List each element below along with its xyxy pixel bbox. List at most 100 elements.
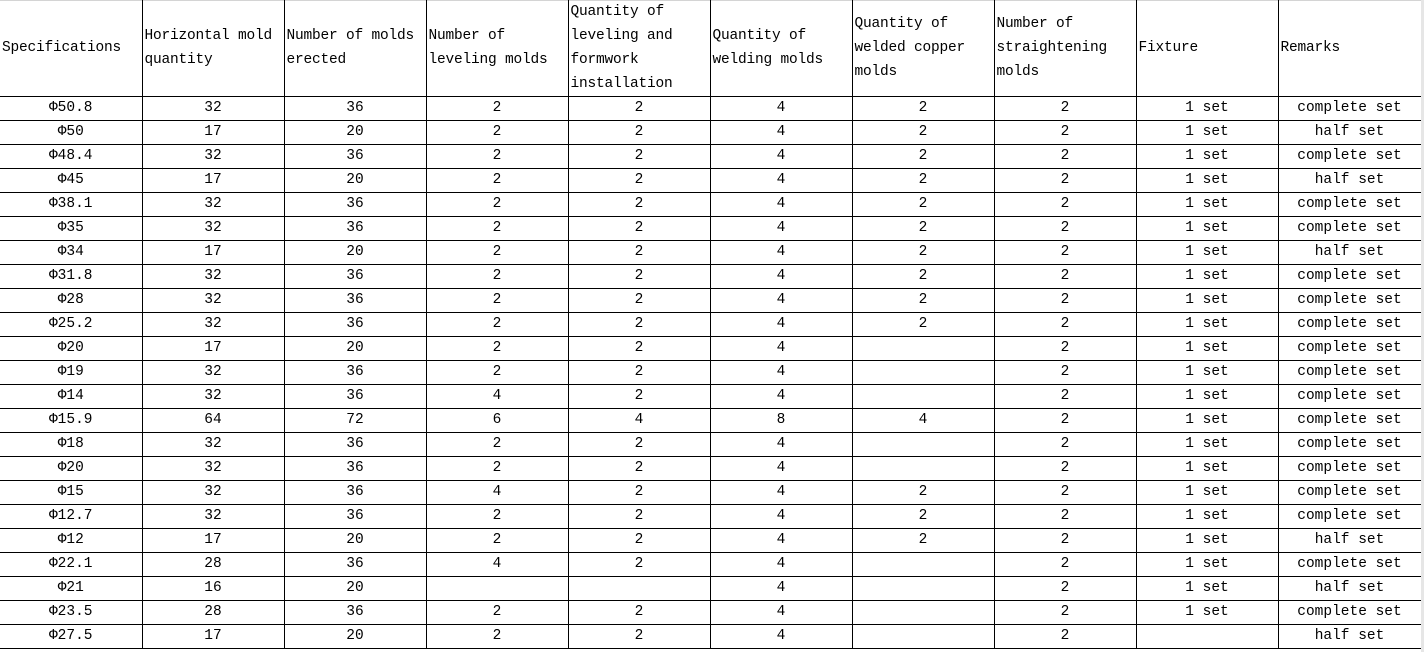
cell-welded-copper-molds[interactable] [851, 552, 995, 577]
cell-leveling-molds[interactable]: 2 [425, 192, 569, 217]
cell-leveling-formwork-installation[interactable]: 2 [567, 456, 711, 481]
cell-horizontal-mold-quantity[interactable]: 32 [141, 312, 285, 337]
cell-welded-copper-molds[interactable]: 4 [851, 408, 995, 433]
cell-molds-erected[interactable]: 36 [283, 504, 427, 529]
cell-remarks[interactable]: complete set [1277, 216, 1422, 241]
cell-leveling-formwork-installation[interactable]: 2 [567, 432, 711, 457]
cell-leveling-molds[interactable]: 2 [425, 120, 569, 145]
cell-welded-copper-molds[interactable]: 2 [851, 264, 995, 289]
cell-fixture[interactable]: 1 set [1135, 168, 1279, 193]
cell-straightening-molds[interactable]: 2 [993, 456, 1137, 481]
cell-remarks[interactable]: complete set [1277, 552, 1422, 577]
cell-welded-copper-molds[interactable]: 2 [851, 504, 995, 529]
cell-remarks[interactable]: complete set [1277, 192, 1422, 217]
cell-remarks[interactable]: complete set [1277, 432, 1422, 457]
cell-straightening-molds[interactable]: 2 [993, 384, 1137, 409]
cell-leveling-formwork-installation[interactable]: 2 [567, 192, 711, 217]
cell-molds-erected[interactable]: 36 [283, 312, 427, 337]
cell-horizontal-mold-quantity[interactable]: 32 [141, 504, 285, 529]
cell-leveling-molds[interactable]: 2 [425, 432, 569, 457]
cell-straightening-molds[interactable]: 2 [993, 240, 1137, 265]
cell-leveling-formwork-installation[interactable]: 2 [567, 624, 711, 649]
cell-horizontal-mold-quantity[interactable]: 32 [141, 192, 285, 217]
cell-specification[interactable]: Φ48.4 [0, 144, 143, 169]
cell-leveling-molds[interactable]: 2 [425, 312, 569, 337]
cell-welded-copper-molds[interactable] [851, 576, 995, 601]
cell-leveling-formwork-installation[interactable]: 2 [567, 312, 711, 337]
cell-welded-copper-molds[interactable]: 2 [851, 168, 995, 193]
cell-molds-erected[interactable]: 36 [283, 216, 427, 241]
cell-remarks[interactable]: complete set [1277, 312, 1422, 337]
cell-fixture[interactable]: 1 set [1135, 504, 1279, 529]
cell-welding-molds[interactable]: 4 [709, 528, 853, 553]
cell-straightening-molds[interactable]: 2 [993, 120, 1137, 145]
column-header-fixture[interactable]: Fixture [1135, 0, 1279, 97]
cell-fixture[interactable] [1135, 624, 1279, 649]
cell-specification[interactable]: Φ20 [0, 456, 143, 481]
column-header-leveling-molds[interactable]: Number of leveling molds [425, 0, 569, 97]
column-header-remarks[interactable]: Remarks [1277, 0, 1422, 97]
cell-leveling-molds[interactable] [425, 576, 569, 601]
column-header-straightening-molds[interactable]: Number of straightening molds [993, 0, 1137, 97]
cell-remarks[interactable]: complete set [1277, 96, 1422, 121]
cell-horizontal-mold-quantity[interactable]: 32 [141, 144, 285, 169]
cell-molds-erected[interactable]: 20 [283, 576, 427, 601]
cell-specification[interactable]: Φ21 [0, 576, 143, 601]
cell-welding-molds[interactable]: 4 [709, 144, 853, 169]
cell-remarks[interactable]: complete set [1277, 336, 1422, 361]
cell-horizontal-mold-quantity[interactable]: 32 [141, 264, 285, 289]
cell-molds-erected[interactable]: 20 [283, 528, 427, 553]
cell-leveling-formwork-installation[interactable]: 2 [567, 240, 711, 265]
cell-fixture[interactable]: 1 set [1135, 120, 1279, 145]
cell-specification[interactable]: Φ19 [0, 360, 143, 385]
cell-welded-copper-molds[interactable]: 2 [851, 144, 995, 169]
cell-leveling-formwork-installation[interactable]: 4 [567, 408, 711, 433]
cell-molds-erected[interactable]: 20 [283, 240, 427, 265]
cell-welding-molds[interactable]: 4 [709, 504, 853, 529]
column-header-molds-erected[interactable]: Number of molds erected [283, 0, 427, 97]
cell-welding-molds[interactable]: 4 [709, 168, 853, 193]
cell-leveling-molds[interactable]: 2 [425, 288, 569, 313]
cell-straightening-molds[interactable]: 2 [993, 96, 1137, 121]
cell-fixture[interactable]: 1 set [1135, 456, 1279, 481]
cell-specification[interactable]: Φ45 [0, 168, 143, 193]
cell-leveling-formwork-installation[interactable]: 2 [567, 96, 711, 121]
cell-straightening-molds[interactable]: 2 [993, 336, 1137, 361]
cell-molds-erected[interactable]: 36 [283, 144, 427, 169]
cell-specification[interactable]: Φ38.1 [0, 192, 143, 217]
cell-horizontal-mold-quantity[interactable]: 64 [141, 408, 285, 433]
cell-welding-molds[interactable]: 4 [709, 312, 853, 337]
cell-specification[interactable]: Φ50.8 [0, 96, 143, 121]
cell-horizontal-mold-quantity[interactable]: 17 [141, 528, 285, 553]
cell-leveling-molds[interactable]: 2 [425, 528, 569, 553]
cell-welding-molds[interactable]: 4 [709, 432, 853, 457]
cell-straightening-molds[interactable]: 2 [993, 216, 1137, 241]
cell-molds-erected[interactable]: 36 [283, 384, 427, 409]
cell-molds-erected[interactable]: 36 [283, 456, 427, 481]
column-header-welded-copper-molds[interactable]: Quantity of welded copper molds [851, 0, 995, 97]
cell-horizontal-mold-quantity[interactable]: 17 [141, 336, 285, 361]
cell-specification[interactable]: Φ15 [0, 480, 143, 505]
cell-leveling-molds[interactable]: 2 [425, 360, 569, 385]
cell-welded-copper-molds[interactable] [851, 360, 995, 385]
cell-leveling-formwork-installation[interactable]: 2 [567, 480, 711, 505]
cell-horizontal-mold-quantity[interactable]: 32 [141, 384, 285, 409]
cell-remarks[interactable]: complete set [1277, 144, 1422, 169]
cell-specification[interactable]: Φ50 [0, 120, 143, 145]
cell-horizontal-mold-quantity[interactable]: 32 [141, 432, 285, 457]
cell-horizontal-mold-quantity[interactable]: 32 [141, 96, 285, 121]
cell-welded-copper-molds[interactable]: 2 [851, 192, 995, 217]
column-header-leveling-formwork-installation[interactable]: Quantity of leveling and formwork instal… [567, 0, 711, 97]
cell-welding-molds[interactable]: 4 [709, 456, 853, 481]
cell-leveling-molds[interactable]: 6 [425, 408, 569, 433]
cell-remarks[interactable]: complete set [1277, 384, 1422, 409]
cell-leveling-molds[interactable]: 2 [425, 624, 569, 649]
cell-molds-erected[interactable]: 36 [283, 600, 427, 625]
cell-leveling-molds[interactable]: 2 [425, 264, 569, 289]
cell-horizontal-mold-quantity[interactable]: 17 [141, 624, 285, 649]
cell-specification[interactable]: Φ14 [0, 384, 143, 409]
cell-fixture[interactable]: 1 set [1135, 408, 1279, 433]
cell-horizontal-mold-quantity[interactable]: 32 [141, 216, 285, 241]
cell-fixture[interactable]: 1 set [1135, 600, 1279, 625]
cell-remarks[interactable]: complete set [1277, 408, 1422, 433]
